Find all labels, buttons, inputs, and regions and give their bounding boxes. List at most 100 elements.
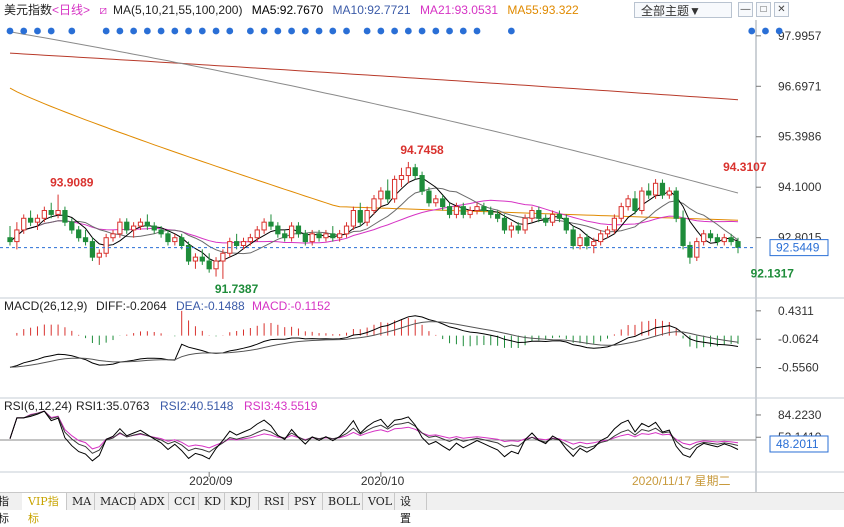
signal-dot <box>212 27 220 35</box>
signal-dot <box>391 27 399 35</box>
macd-diff-line <box>9 315 739 368</box>
candle-body <box>488 210 494 215</box>
candle-body <box>62 210 68 223</box>
signal-dot <box>377 27 385 35</box>
candle-body <box>96 252 102 258</box>
candle-body <box>364 210 370 223</box>
rsi-current-label: 48.2011 <box>776 437 819 451</box>
candle-body <box>275 225 281 235</box>
tab-adx[interactable]: ADX <box>134 493 169 510</box>
candle-body <box>563 217 569 231</box>
macd-diff-label: DIFF:-0.2064 <box>96 299 167 313</box>
ma10-value: MA10:92.7721 <box>332 3 411 17</box>
signal-dot <box>418 27 426 35</box>
signal-dot <box>116 27 124 35</box>
close-icon[interactable]: ✕ <box>774 2 789 17</box>
current-price-box <box>769 239 829 257</box>
theme-select[interactable]: 全部主题▼ <box>634 2 732 18</box>
tab-kd[interactable]: KD <box>198 493 225 510</box>
candle-body <box>343 225 350 235</box>
tab-psy[interactable]: PSY <box>288 493 323 510</box>
tab-ma[interactable]: MA <box>66 493 95 510</box>
candle-body <box>604 229 611 235</box>
candle-body <box>666 190 672 196</box>
y-tick-label: 0.4311 <box>778 304 814 318</box>
rsi1-line <box>9 410 739 462</box>
tab-kdj[interactable]: KDJ <box>224 493 259 510</box>
signal-dot <box>473 27 481 35</box>
signal-dot <box>748 27 756 35</box>
signal-dot <box>47 27 55 35</box>
period-label[interactable]: <日线> <box>52 3 91 17</box>
x-tick-label: 2020/09 <box>189 474 233 488</box>
signal-dot <box>301 27 309 35</box>
ma5-line <box>9 177 739 263</box>
macd-dea-line <box>9 321 739 368</box>
tab-rsi[interactable]: RSI <box>258 493 289 510</box>
candle-body <box>728 237 734 243</box>
candle-body <box>515 225 521 231</box>
candle-body <box>467 210 473 215</box>
rsi2-line <box>9 410 739 454</box>
signal-dot <box>198 27 206 35</box>
signal-dot <box>171 27 179 35</box>
candle-body <box>240 241 247 246</box>
candle-body <box>426 190 432 204</box>
candle-body <box>398 175 405 180</box>
candle-body <box>494 213 501 219</box>
candle-body <box>577 237 583 246</box>
candle-body <box>330 233 336 239</box>
candle-body <box>55 210 61 215</box>
candle-body <box>220 252 226 262</box>
tab-macd[interactable]: MACD <box>94 493 136 510</box>
candle-body <box>165 233 171 243</box>
candle-body <box>247 237 254 243</box>
tab-vol[interactable]: VOL <box>362 493 395 510</box>
candle-body <box>385 190 391 200</box>
tab-boll[interactable]: BOLL <box>322 493 363 510</box>
rsi3-label: RSI3:43.5519 <box>244 399 318 413</box>
candle-body <box>282 233 288 239</box>
ma5-value: MA5:92.7670 <box>251 3 324 17</box>
candle-body <box>172 237 178 243</box>
candle-body <box>474 206 480 212</box>
ma-params: MA(5,10,21,55,100,200) <box>113 3 243 17</box>
signal-dot <box>343 27 350 35</box>
ma100-line <box>9 31 739 194</box>
candle-body <box>611 217 618 231</box>
candle-body <box>378 190 384 200</box>
candle-body <box>673 190 679 219</box>
candle-body <box>584 237 590 246</box>
candle-body <box>192 256 199 262</box>
date-label: 2020/11/17 星期二 <box>632 474 731 488</box>
price-chart[interactable]: 97.995796.697195.398694.100092.80152020/… <box>0 0 844 492</box>
candle-body <box>694 241 700 258</box>
candle-body <box>234 241 240 246</box>
signal-dot <box>185 27 192 35</box>
signal-dot <box>329 27 337 35</box>
tab-settings[interactable]: 设置 <box>394 493 427 525</box>
signal-dot <box>246 27 254 35</box>
minimize-icon[interactable]: — <box>738 2 753 17</box>
price-annotation: 94.3107 <box>723 160 767 174</box>
candle-body <box>82 237 89 243</box>
tab-vip[interactable]: VIP指标 <box>22 493 67 525</box>
signal-dot <box>446 27 453 35</box>
macd-value-label: MACD:-0.1152 <box>252 299 331 313</box>
price-annotation: 93.9089 <box>50 176 94 190</box>
candle-body <box>440 198 446 208</box>
candle-body <box>130 225 137 231</box>
indicator-tab-bar: 指标 VIP指标 MA MACD ADX CCI KD KDJ RSI PSY BOLL VOL 设置 <box>0 492 844 525</box>
maximize-icon[interactable]: □ <box>756 2 771 17</box>
signal-dot <box>102 27 110 35</box>
tab-cci[interactable]: CCI <box>168 493 199 510</box>
candle-body <box>261 221 267 231</box>
candle-body <box>21 217 27 231</box>
candle-body <box>680 217 686 246</box>
ma55-value: MA55:93.322 <box>507 3 579 17</box>
candle-body <box>27 217 34 223</box>
candle-body <box>185 244 192 262</box>
tab-indicators[interactable]: 指标 <box>0 493 23 525</box>
candle-body <box>103 237 109 254</box>
price-annotation: 94.7458 <box>400 143 444 157</box>
